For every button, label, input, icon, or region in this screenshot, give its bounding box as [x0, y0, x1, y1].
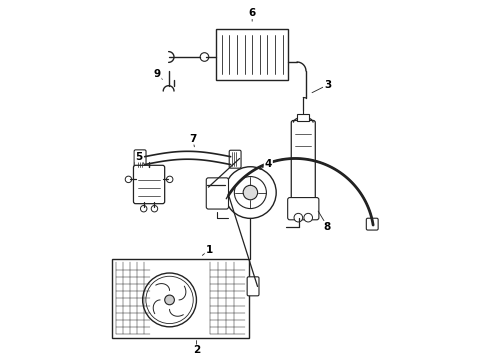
FancyBboxPatch shape: [288, 198, 319, 220]
Text: 8: 8: [324, 222, 331, 231]
Circle shape: [294, 213, 303, 222]
Circle shape: [143, 273, 196, 327]
Circle shape: [234, 176, 267, 208]
Circle shape: [200, 53, 209, 61]
FancyBboxPatch shape: [206, 178, 228, 209]
Text: 1: 1: [205, 245, 213, 255]
FancyBboxPatch shape: [133, 165, 165, 204]
Circle shape: [243, 185, 258, 200]
Circle shape: [125, 176, 132, 183]
Text: 9: 9: [153, 69, 161, 79]
FancyBboxPatch shape: [367, 218, 378, 230]
FancyBboxPatch shape: [134, 150, 146, 169]
Circle shape: [167, 176, 173, 183]
Text: 6: 6: [248, 8, 256, 18]
Circle shape: [304, 213, 313, 222]
Text: 2: 2: [193, 345, 200, 355]
Bar: [216, 30, 288, 80]
Bar: [112, 259, 248, 338]
Text: 5: 5: [136, 152, 143, 162]
FancyBboxPatch shape: [229, 150, 241, 168]
Text: 4: 4: [265, 159, 272, 169]
FancyBboxPatch shape: [291, 121, 315, 204]
Circle shape: [224, 167, 276, 219]
Circle shape: [141, 206, 147, 212]
FancyBboxPatch shape: [247, 277, 259, 296]
Circle shape: [165, 295, 174, 305]
Bar: [297, 114, 309, 121]
Text: 7: 7: [189, 134, 196, 144]
Text: 3: 3: [324, 80, 331, 90]
Circle shape: [151, 206, 158, 212]
